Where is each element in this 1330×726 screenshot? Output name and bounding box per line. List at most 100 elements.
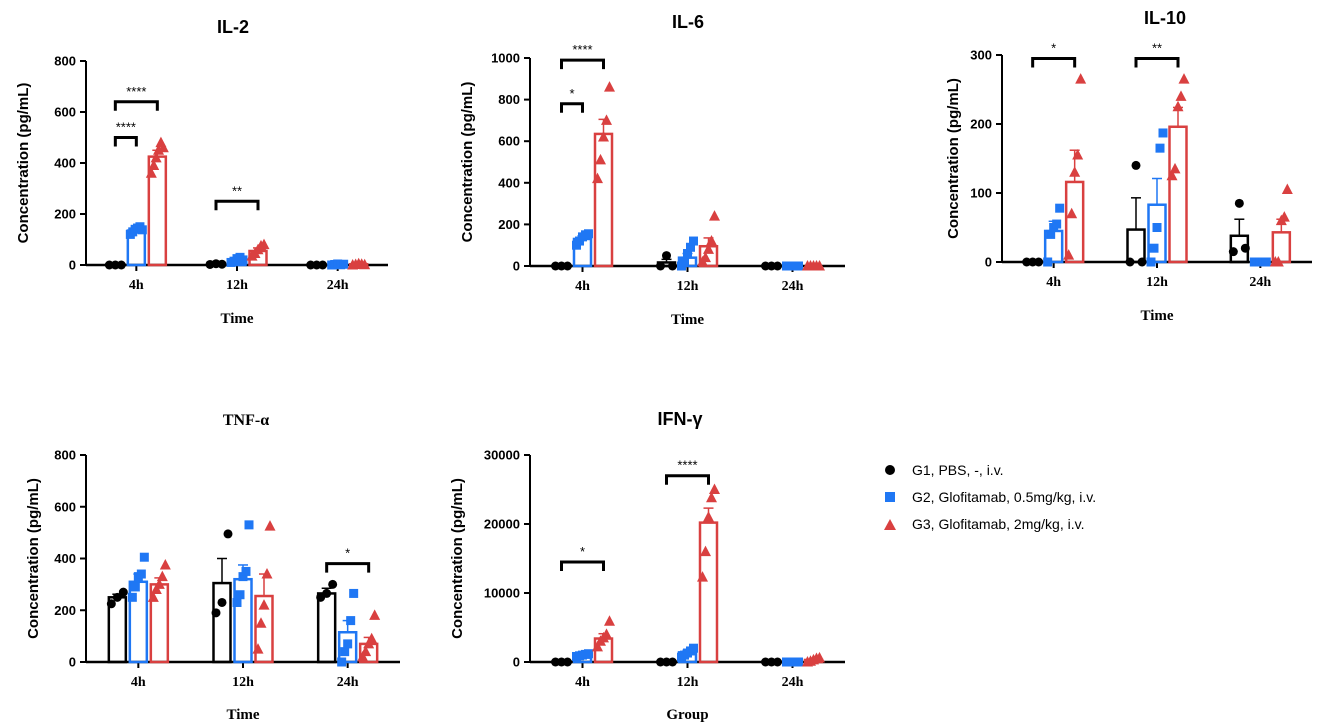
bar [593, 132, 614, 268]
data-point [1066, 207, 1078, 219]
bar [1147, 203, 1167, 264]
x-tick-label: 12h [1146, 275, 1168, 290]
data-point [604, 81, 615, 92]
x-tick-label: 12h [226, 278, 248, 293]
data-point [1131, 160, 1141, 170]
data-point [136, 569, 146, 579]
y-tick-label: 100 [970, 186, 992, 201]
y-tick-label: 0 [513, 655, 520, 670]
legend: G1, PBS, -, i.v. G2, Glofitamab, 0.5mg/k… [884, 462, 1096, 532]
x-axis-label: Time [671, 312, 704, 328]
data-point [211, 608, 221, 618]
bar [212, 581, 232, 664]
legend-label-g3: G3, Glofitamab, 2mg/kg, i.v. [912, 516, 1084, 532]
data-point [1075, 73, 1087, 84]
data-point [137, 225, 147, 235]
chart-panel-0: IL-2 Concentration (pg/mL) Time 0 200 400 600 8… [15, 17, 388, 327]
y-axis-label: Concentration (pg/mL) [15, 83, 32, 244]
y-tick-label: 600 [54, 105, 76, 120]
data-point [1178, 73, 1190, 84]
data-point [1172, 100, 1184, 112]
y-tick-label: 400 [498, 175, 520, 190]
data-point [794, 657, 803, 667]
data-point [235, 590, 245, 600]
significance-label: * [580, 544, 585, 559]
x-tick-label: 4h [131, 675, 146, 690]
significance-label: ** [232, 183, 242, 198]
y-tick-label: 0 [513, 259, 520, 274]
data-point [595, 153, 606, 165]
significance-label: * [345, 546, 350, 561]
y-axis-label: Concentration (pg/mL) [449, 478, 466, 639]
x-tick-label: 12h [232, 675, 254, 690]
significance-label: ** [1152, 40, 1162, 55]
legend-label-g1: G1, PBS, -, i.v. [912, 462, 1004, 478]
y-tick-label: 600 [498, 134, 520, 149]
data-point [116, 260, 126, 270]
y-tick-label: 200 [970, 117, 992, 132]
y-axis-label: Concentration (pg/mL) [945, 78, 962, 239]
data-point [604, 615, 615, 626]
data-point [360, 645, 372, 657]
x-axis-label: Time [1140, 308, 1173, 324]
data-point [156, 570, 168, 582]
data-point [1169, 162, 1181, 174]
data-point [814, 260, 825, 271]
significance-label: **** [572, 42, 592, 57]
chart-title: IFN-γ [658, 409, 703, 429]
data-point [255, 617, 267, 628]
data-point [1175, 90, 1187, 101]
x-tick-label: 12h [677, 675, 699, 690]
y-tick-label: 600 [54, 499, 76, 514]
data-point [680, 257, 689, 267]
data-point [584, 229, 593, 239]
y-axis-label: Concentration (pg/mL) [25, 478, 42, 639]
data-point [343, 639, 353, 649]
data-point [1043, 257, 1053, 267]
data-point [1125, 257, 1135, 267]
data-point [369, 609, 381, 620]
y-axis-label: Concentration (pg/mL) [459, 82, 476, 243]
data-point [1234, 198, 1244, 208]
data-point [1149, 243, 1159, 253]
significance-bracket [1031, 56, 1077, 68]
chart-panel-1: IL-6 Concentration (pg/mL) Time 0 200 400 600 8… [459, 12, 845, 328]
data-point [686, 242, 695, 252]
y-tick-label: 0 [985, 255, 992, 270]
data-point [703, 511, 714, 522]
x-axis-label: Time [220, 311, 253, 327]
data-point [703, 243, 714, 254]
data-point [147, 591, 159, 602]
data-point [153, 578, 165, 589]
chart-title: TNF-α [223, 412, 269, 429]
data-point [157, 141, 169, 153]
data-point [339, 259, 349, 269]
data-point [1158, 128, 1168, 138]
data-point [232, 597, 242, 607]
significance-bracket [1134, 56, 1180, 68]
data-point [340, 647, 350, 657]
data-point [706, 491, 717, 503]
y-tick-label: 20000 [484, 517, 520, 532]
data-point [814, 651, 825, 663]
data-point [1261, 257, 1271, 267]
legend-item-g1: G1, PBS, -, i.v. [885, 462, 1004, 478]
x-tick-label: 24h [782, 279, 804, 294]
data-point [706, 235, 717, 246]
data-point [261, 568, 273, 579]
data-point [584, 649, 593, 659]
data-point [794, 261, 803, 271]
data-point [1146, 257, 1156, 267]
significance-label: **** [126, 84, 146, 99]
data-point [1152, 223, 1162, 232]
data-point [563, 261, 572, 271]
chart-title: IL-6 [672, 12, 704, 32]
data-point [366, 632, 378, 644]
data-point [689, 236, 698, 246]
x-tick-label: 24h [1249, 275, 1271, 290]
data-point [1052, 219, 1062, 229]
significance-bracket [113, 136, 138, 147]
data-point [1240, 243, 1250, 253]
data-point [709, 483, 720, 494]
data-point [238, 572, 248, 582]
